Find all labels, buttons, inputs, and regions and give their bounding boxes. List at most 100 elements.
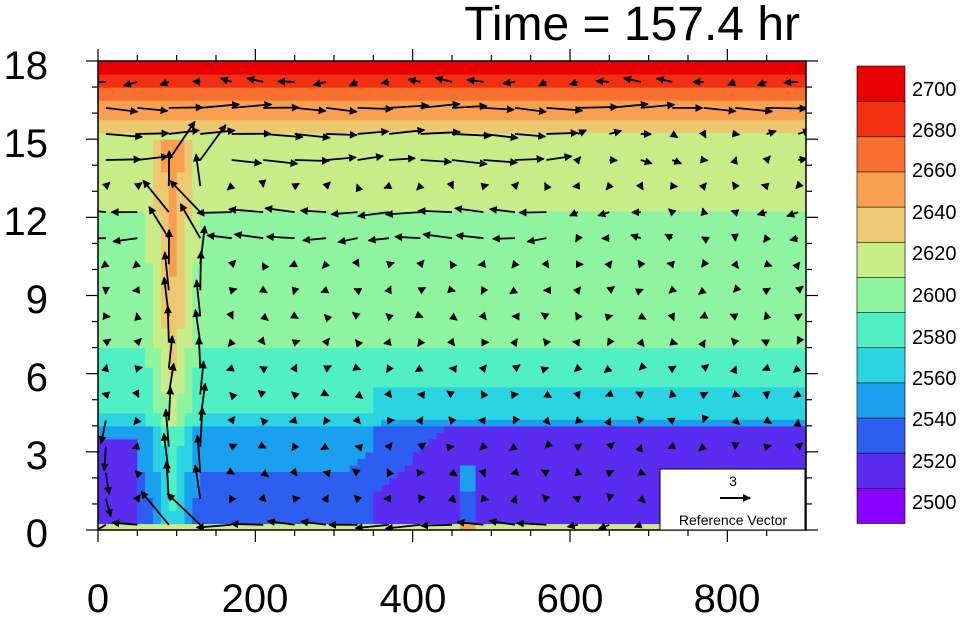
field-cell (601, 132, 610, 140)
field-cell (129, 152, 138, 160)
field-cell (263, 477, 272, 486)
field-cell (192, 145, 201, 153)
field-cell (404, 178, 414, 186)
field-cell (286, 477, 296, 486)
field-cell (562, 334, 571, 342)
field-cell (184, 477, 193, 486)
field-cell (294, 80, 304, 88)
field-cell (176, 197, 186, 205)
field-cell (554, 321, 563, 329)
field-cell (365, 152, 374, 160)
field-cell (389, 516, 398, 525)
field-cell (302, 262, 311, 271)
field-cell (192, 425, 201, 433)
field-cell (507, 100, 516, 108)
field-cell (247, 119, 256, 127)
field-cell (153, 184, 162, 192)
field-cell (105, 425, 115, 433)
field-cell (192, 113, 201, 121)
field-cell (554, 132, 563, 140)
field-cell (105, 87, 115, 95)
field-cell (239, 145, 249, 153)
field-cell (145, 425, 154, 433)
field-cell (444, 490, 453, 499)
field-cell (310, 113, 319, 121)
field-cell (239, 471, 249, 479)
field-cell (326, 458, 335, 466)
field-cell (593, 412, 603, 420)
field-cell (381, 419, 390, 427)
field-cell (310, 282, 319, 290)
field-cell (153, 412, 162, 420)
field-cell (271, 347, 280, 355)
field-cell (271, 393, 280, 401)
field-cell (184, 406, 193, 414)
field-cell (396, 191, 406, 199)
field-cell (271, 132, 280, 140)
field-cell (389, 275, 398, 284)
field-cell (585, 249, 595, 258)
field-cell (507, 367, 516, 375)
field-cell (176, 393, 186, 401)
field-cell (341, 74, 351, 82)
field-cell (129, 484, 138, 492)
field-cell (357, 367, 367, 375)
field-cell (200, 393, 209, 401)
field-cell (483, 256, 492, 264)
field-cell (286, 497, 296, 505)
field-cell (538, 360, 547, 368)
field-cell (216, 171, 225, 179)
field-cell (617, 74, 626, 82)
field-cell (428, 380, 437, 388)
field-cell (444, 425, 453, 433)
field-cell (601, 282, 610, 290)
field-cell (105, 243, 115, 251)
field-cell (625, 419, 634, 427)
field-cell (239, 139, 249, 147)
field-cell (459, 282, 469, 290)
field-cell (263, 354, 272, 362)
field-cell (381, 367, 390, 375)
field-cell (640, 354, 650, 362)
field-cell (310, 393, 319, 401)
field-cell (570, 308, 579, 316)
field-cell (538, 386, 547, 394)
field-cell (341, 119, 351, 127)
field-cell (176, 93, 186, 101)
field-cell (318, 341, 327, 349)
field-cell (129, 432, 138, 440)
field-cell (247, 132, 256, 140)
field-cell (412, 126, 422, 134)
field-cell (499, 106, 508, 114)
field-cell (349, 341, 359, 349)
field-cell (577, 87, 587, 95)
field-cell (475, 432, 485, 440)
field-cell (271, 275, 280, 284)
field-cell (365, 256, 374, 264)
field-cell (121, 113, 131, 121)
field-cell (491, 139, 500, 147)
field-cell (137, 464, 146, 472)
field-cell (239, 184, 249, 192)
field-cell (412, 152, 422, 160)
field-cell (145, 451, 154, 459)
field-cell (522, 288, 532, 297)
field-cell (105, 165, 115, 173)
field-cell (334, 262, 343, 271)
field-cell (483, 419, 492, 427)
field-cell (286, 106, 296, 114)
field-cell (546, 93, 555, 101)
field-cell (145, 412, 154, 420)
field-cell (145, 126, 154, 134)
field-cell (278, 184, 288, 192)
field-cell (231, 236, 241, 244)
field-cell (577, 386, 587, 394)
field-cell (585, 132, 595, 140)
field-cell (428, 197, 437, 205)
field-cell (121, 347, 131, 355)
field-cell (326, 399, 335, 407)
field-cell (263, 458, 272, 466)
field-cell (499, 93, 508, 101)
field-cell (200, 432, 209, 440)
field-cell (404, 315, 414, 323)
